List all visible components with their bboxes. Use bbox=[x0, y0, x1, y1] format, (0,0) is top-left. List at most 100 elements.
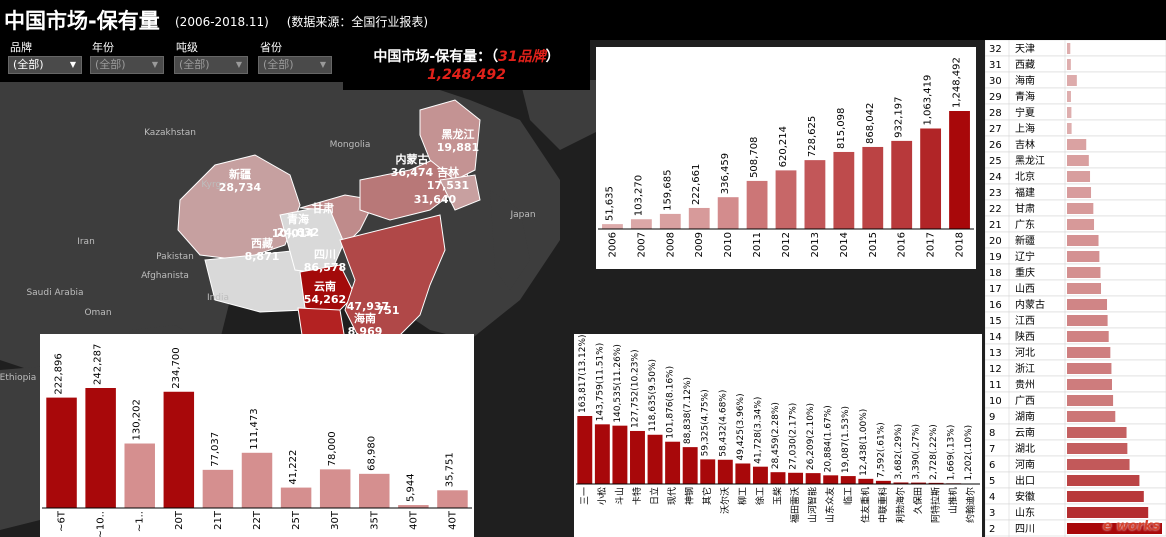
bar[interactable] bbox=[359, 473, 390, 508]
bar[interactable] bbox=[893, 482, 909, 484]
bar[interactable] bbox=[949, 111, 970, 229]
bar[interactable] bbox=[823, 475, 839, 484]
bar[interactable] bbox=[577, 416, 593, 484]
rank-bar[interactable] bbox=[1067, 203, 1094, 214]
bar[interactable] bbox=[911, 482, 926, 484]
bar[interactable] bbox=[665, 441, 681, 484]
bar[interactable] bbox=[775, 170, 797, 229]
brand-bar-chart[interactable]: 163,817(13.12%) 三一 143,759(11.51%) 小松 140,53… bbox=[574, 334, 982, 537]
bar[interactable] bbox=[280, 487, 312, 508]
filter-brand-select[interactable]: (全部) ▼ bbox=[8, 56, 82, 74]
rank-bar[interactable] bbox=[1067, 283, 1102, 294]
bar[interactable] bbox=[717, 197, 739, 229]
rank-bar[interactable] bbox=[1067, 347, 1111, 358]
rank-bar[interactable] bbox=[1067, 235, 1099, 246]
filter-year-select[interactable]: (全部) ▼ bbox=[90, 56, 164, 74]
rank-row[interactable] bbox=[984, 119, 1166, 137]
bar[interactable] bbox=[700, 459, 716, 484]
rank-bar[interactable] bbox=[1067, 459, 1130, 470]
rank-bar[interactable] bbox=[1067, 59, 1071, 70]
bar[interactable] bbox=[659, 213, 681, 229]
rank-bar[interactable] bbox=[1067, 411, 1116, 422]
bar[interactable] bbox=[840, 476, 856, 484]
bar[interactable] bbox=[862, 146, 884, 229]
rank-row[interactable] bbox=[984, 55, 1166, 73]
bar[interactable] bbox=[804, 160, 826, 229]
bar[interactable] bbox=[594, 424, 610, 484]
province-gansu[interactable] bbox=[299, 194, 376, 246]
rank-row[interactable] bbox=[984, 103, 1166, 121]
province-east-central[interactable] bbox=[339, 214, 446, 341]
bar[interactable] bbox=[752, 466, 768, 484]
rank-bar[interactable] bbox=[1067, 395, 1114, 406]
province-heilongjiang[interactable] bbox=[419, 99, 481, 181]
bar[interactable] bbox=[875, 480, 891, 484]
bar[interactable] bbox=[735, 463, 751, 484]
bar[interactable] bbox=[805, 473, 821, 484]
bar[interactable] bbox=[241, 452, 273, 508]
rank-bar[interactable] bbox=[1067, 123, 1072, 134]
bar[interactable] bbox=[202, 469, 234, 508]
rank-row[interactable] bbox=[984, 39, 1166, 57]
rank-bar[interactable] bbox=[1067, 91, 1071, 102]
rank-bar[interactable] bbox=[1067, 75, 1077, 86]
province-name-label: 新疆 bbox=[229, 167, 251, 181]
rank-bar[interactable] bbox=[1067, 139, 1087, 150]
filter-year[interactable]: 年份 (全部) ▼ bbox=[82, 40, 164, 74]
province-sichuan[interactable] bbox=[299, 264, 356, 316]
filter-province[interactable]: 省份 (全部) ▼ bbox=[250, 40, 332, 74]
bar[interactable] bbox=[717, 459, 733, 484]
bar[interactable] bbox=[437, 490, 468, 508]
rank-bar[interactable] bbox=[1067, 155, 1089, 166]
data-label: 5,944 bbox=[405, 473, 416, 502]
bar[interactable] bbox=[688, 207, 710, 229]
rank-row[interactable] bbox=[984, 87, 1166, 105]
filter-province-select[interactable]: (全部) ▼ bbox=[258, 56, 332, 74]
bar[interactable] bbox=[920, 128, 942, 229]
bar[interactable] bbox=[647, 434, 663, 484]
bar[interactable] bbox=[770, 472, 786, 484]
bar[interactable] bbox=[612, 425, 628, 484]
bar[interactable] bbox=[833, 151, 855, 229]
rank-bar[interactable] bbox=[1067, 475, 1140, 486]
bar[interactable] bbox=[163, 391, 195, 508]
bar[interactable] bbox=[319, 469, 351, 508]
rank-bar[interactable] bbox=[1067, 427, 1127, 438]
rank-bar[interactable] bbox=[1067, 379, 1112, 390]
bar[interactable] bbox=[398, 505, 429, 508]
bar[interactable] bbox=[788, 472, 804, 484]
bar[interactable] bbox=[602, 224, 623, 229]
bar[interactable] bbox=[858, 478, 874, 484]
rank-bar[interactable] bbox=[1067, 443, 1128, 454]
bar[interactable] bbox=[630, 219, 652, 229]
rank-bar[interactable] bbox=[1067, 523, 1162, 534]
bar[interactable] bbox=[928, 482, 944, 484]
tonnage-bar-chart[interactable]: 222,896 ~6T 242,287 ~10.. 130,202 ~1.. 234,700… bbox=[40, 334, 474, 537]
province-jilin[interactable] bbox=[439, 174, 481, 211]
rank-bar[interactable] bbox=[1067, 219, 1095, 230]
bar[interactable] bbox=[682, 447, 698, 484]
rank-bar[interactable] bbox=[1067, 171, 1091, 182]
rank-bar[interactable] bbox=[1067, 331, 1109, 342]
bar[interactable] bbox=[630, 430, 645, 484]
yearly-bar-chart[interactable]: 51,635 2006 103,270 2007 159,685 2008 222,661 2… bbox=[596, 47, 976, 269]
rank-bar[interactable] bbox=[1067, 315, 1108, 326]
filter-tonnage[interactable]: 吨级 (全部) ▼ bbox=[166, 40, 248, 74]
bar[interactable] bbox=[85, 388, 116, 508]
filter-tonnage-select[interactable]: (全部) ▼ bbox=[174, 56, 248, 74]
rank-bar[interactable] bbox=[1067, 363, 1112, 374]
rank-bar[interactable] bbox=[1067, 267, 1101, 278]
rank-bar[interactable] bbox=[1067, 299, 1108, 310]
bar[interactable] bbox=[746, 180, 768, 229]
bar[interactable] bbox=[124, 443, 155, 508]
rank-bar[interactable] bbox=[1067, 43, 1071, 54]
rank-bar[interactable] bbox=[1067, 507, 1149, 518]
rank-bar[interactable] bbox=[1067, 491, 1144, 502]
rank-bar[interactable] bbox=[1067, 187, 1092, 198]
rank-bar[interactable] bbox=[1067, 107, 1072, 118]
filter-brand[interactable]: 品牌 (全部) ▼ bbox=[0, 40, 82, 74]
rank-bar[interactable] bbox=[1067, 251, 1100, 262]
bar[interactable] bbox=[891, 140, 913, 229]
bar[interactable] bbox=[46, 397, 77, 508]
